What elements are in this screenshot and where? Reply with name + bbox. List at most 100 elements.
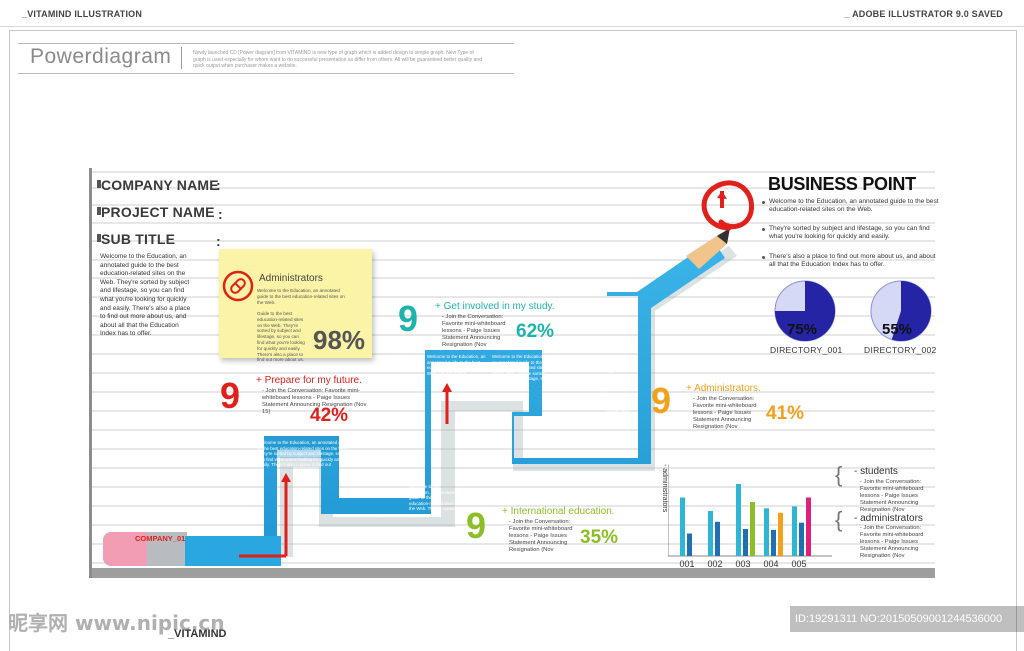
step-2-text: - Join the Conversation: Favorite mini-w… — [442, 314, 506, 348]
pd-title-separator — [181, 47, 182, 69]
pd-title: Powerdiagram — [30, 45, 172, 68]
subtitle-label: SUB TITLE — [101, 231, 176, 247]
pie-chart-1 — [774, 280, 836, 342]
step-4-text: - Join the Conversation: Favorite mini-w… — [509, 519, 573, 553]
pencil-lead — [717, 228, 730, 244]
bar-chart: 001 002 003 004 005 — [668, 464, 832, 569]
pd-description: Newly launched CD [Power diagram] from V… — [193, 50, 482, 69]
step-1-percent: 42% — [310, 405, 349, 426]
step-1-nine-icon: 9 — [220, 375, 241, 416]
bar — [792, 506, 797, 556]
legend-students-title: - students — [854, 466, 898, 477]
business-point-title: BUSINESS POINT — [768, 174, 916, 194]
footer-id-bg — [790, 606, 1024, 632]
bar — [750, 502, 755, 556]
path-box-2: Welcome to the Education, an annotated g… — [427, 354, 486, 376]
header-right-title: _ ADOBE ILLUSTRATOR 9.0 SAVED — [844, 9, 1003, 19]
note-text-1: Welcome to the Education, an annotated g… — [257, 288, 345, 305]
field-marker — [97, 234, 101, 242]
company-name-label: COMPANY NAME — [101, 177, 219, 193]
bar — [778, 512, 783, 556]
project-name-label: PROJECT NAME — [101, 204, 215, 220]
step-3-percent: 41% — [766, 403, 805, 424]
x-tick-label: 003 — [735, 559, 750, 569]
administrators-note: Administrators Welcome to the Education,… — [219, 249, 372, 362]
bar — [799, 522, 804, 556]
path-box-5: Welcome to the Education, an annotated g… — [607, 363, 635, 430]
step-3-title: + Administrators. — [686, 383, 761, 394]
bar — [708, 511, 713, 556]
business-point-text: Welcome to the Education, an annotated g… — [769, 198, 939, 214]
pie-2-name: DIRECTORY_002 — [864, 345, 937, 355]
x-tick-label: 001 — [679, 559, 694, 569]
pd-rule-bottom — [18, 73, 514, 74]
pie-1-percent: 75% — [787, 321, 818, 338]
legend-administrators-text: - Join the Conversation: Favorite mini-w… — [860, 525, 924, 559]
bar — [771, 529, 776, 556]
legend-administrators-title: - administrators — [854, 513, 923, 524]
pencil-label: COMPANY_01 — [135, 534, 186, 543]
business-point-item-3: There's also a place to find out more ab… — [762, 253, 939, 270]
subtitle-colon: : — [216, 233, 221, 249]
pie-chart-2 — [870, 280, 932, 342]
bar — [743, 529, 748, 556]
step-4-nine-icon: 9 — [466, 505, 487, 546]
legend-brace-1: { — [835, 462, 843, 487]
bullet-icon — [762, 201, 765, 204]
header-divider — [0, 26, 1024, 27]
pencil-eraser — [103, 532, 153, 566]
pencil-ferrule — [147, 532, 187, 566]
path-box-1: Welcome to the Education, an annotated g… — [258, 440, 350, 468]
bar — [680, 497, 685, 556]
pd-rule-top — [18, 43, 514, 44]
bar — [715, 521, 720, 556]
pencil-path — [103, 180, 755, 566]
header-left-title: _VITAMIND ILLUSTRATION — [22, 9, 143, 19]
footer-id: ID:19291311 NO:20150509001244536000 — [795, 613, 1003, 625]
pie-2-percent: 55% — [882, 321, 913, 338]
bullet-icon — [762, 228, 765, 231]
path-box-3: Welcome to the Education, an annotated g… — [492, 354, 546, 382]
pie-1-name: DIRECTORY_001 — [770, 345, 843, 355]
path-box-4: Welcome to the Education, an annotated g… — [409, 484, 460, 512]
pencil-wood-tip — [686, 233, 727, 269]
bar — [806, 497, 811, 556]
field-marker — [97, 207, 101, 215]
note-text-2: Guide to the best education-related site… — [257, 311, 305, 363]
note-percent: 98% — [313, 325, 366, 355]
pie-slice — [891, 281, 931, 341]
footer-watermark: 昵享网 www.nipic.cn — [8, 611, 225, 635]
pie-slice — [775, 281, 835, 341]
bullet-icon — [762, 256, 765, 259]
business-point-text: They're sorted by subject and lifestage,… — [769, 225, 930, 241]
bar — [764, 508, 769, 556]
step-2-title: + Get involved in my study. — [435, 301, 555, 312]
pill-icon — [222, 270, 254, 302]
step-2-nine-icon: 9 — [398, 298, 419, 339]
step-3-text: - Join the Conversation: Favorite mini-w… — [693, 396, 757, 430]
chart-ylabel: - administrators — [661, 464, 668, 513]
business-point-item-2: They're sorted by subject and lifestage,… — [762, 225, 939, 242]
x-tick-label: 004 — [763, 559, 778, 569]
step-3-nine-icon: 9 — [651, 380, 672, 421]
legend-brace-2: { — [835, 507, 843, 532]
bar — [736, 484, 741, 556]
step-1-text: - Join the Conversation: Favorite mini-w… — [262, 388, 367, 415]
step-2-percent: 62% — [516, 321, 555, 342]
step-4-percent: 35% — [580, 527, 619, 548]
legend-students-text: - Join the Conversation: Favorite mini-w… — [860, 479, 924, 513]
x-tick-label: 002 — [707, 559, 722, 569]
step-4-title: + International education. — [502, 506, 615, 517]
field-marker — [97, 180, 101, 188]
business-point-item-1: Welcome to the Education, an annotated g… — [762, 198, 939, 215]
path-segment-1 — [185, 240, 725, 564]
business-point-text: There's also a place to find out more ab… — [769, 253, 936, 269]
spiral-icon — [701, 180, 755, 231]
bar — [687, 533, 692, 556]
company-name-colon: : — [216, 177, 221, 193]
footer-bottom-label: _VITAMIND — [168, 628, 227, 640]
project-name-colon: : — [218, 206, 223, 222]
board-left-edge — [89, 168, 92, 578]
note-title: Administrators — [259, 273, 323, 284]
intro-text: Welcome to the Education, an annotated g… — [100, 253, 191, 338]
